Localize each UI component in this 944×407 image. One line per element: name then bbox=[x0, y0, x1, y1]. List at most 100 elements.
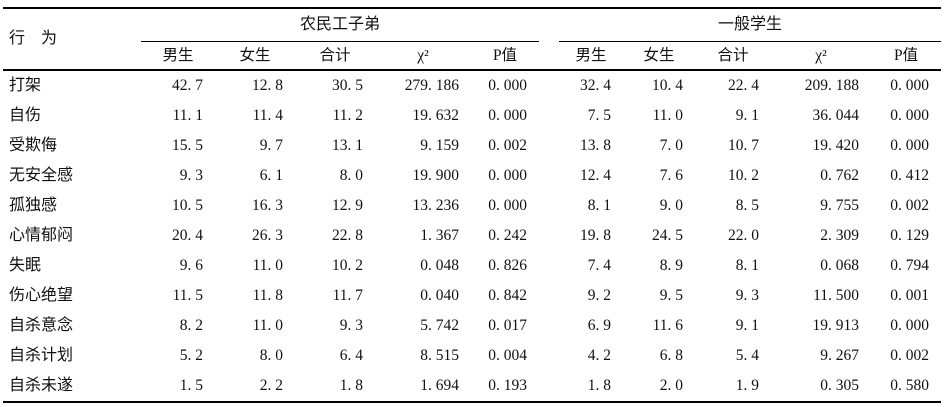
data-cell: 42. 7 bbox=[172, 77, 203, 95]
data-cell: 0. 794 bbox=[890, 257, 930, 275]
data-cell: 4. 2 bbox=[587, 347, 612, 365]
behavior-label: 孤独感 bbox=[9, 197, 58, 214]
data-cell: 0. 305 bbox=[820, 377, 860, 395]
data-cell: 1. 694 bbox=[420, 377, 459, 395]
data-cell: 11. 0 bbox=[652, 107, 684, 125]
data-cell: 20. 4 bbox=[172, 227, 203, 245]
table-row: 受欺侮 15. 5 9. 7 13. 1 9. 159 0. 002 13. 8 7. 0 10… bbox=[3, 131, 941, 161]
subheader-girls: 女生 bbox=[215, 41, 295, 71]
data-cell: 2. 0 bbox=[659, 377, 684, 395]
table-row: 孤独感 10. 5 16. 3 12. 9 13. 236 0. 000 8. 1 9. 0 8… bbox=[3, 191, 941, 221]
behavior-label: 伤心绝望 bbox=[9, 287, 74, 304]
group-spacer bbox=[539, 8, 560, 71]
data-cell: 13. 1 bbox=[332, 137, 363, 155]
data-cell: 0. 193 bbox=[488, 377, 528, 395]
subheader-chi-square: χ² bbox=[771, 41, 872, 71]
data-cell: 0. 002 bbox=[488, 137, 528, 155]
data-cell: 8. 5 bbox=[735, 197, 760, 215]
data-cell: 19. 8 bbox=[580, 227, 612, 245]
data-cell: 9. 2 bbox=[587, 287, 612, 305]
data-cell: 0. 826 bbox=[488, 257, 528, 275]
data-cell: 6. 1 bbox=[259, 167, 283, 185]
data-cell: 16. 3 bbox=[252, 197, 283, 215]
data-cell: 0. 040 bbox=[420, 287, 459, 305]
data-cell: 9. 159 bbox=[420, 137, 459, 155]
group-spacer bbox=[539, 281, 559, 311]
data-cell: 12. 4 bbox=[580, 167, 612, 185]
table-row: 自杀计划 5. 2 8. 0 6. 4 8. 515 0. 004 4. 2 6. 8 5. 4… bbox=[3, 341, 941, 371]
data-cell: 36. 044 bbox=[812, 107, 860, 125]
data-cell: 9. 267 bbox=[820, 347, 860, 365]
data-cell: 24. 5 bbox=[652, 227, 684, 245]
data-cell: 0. 000 bbox=[488, 197, 528, 215]
data-cell: 0. 412 bbox=[890, 167, 930, 185]
data-cell: 2. 2 bbox=[259, 377, 283, 395]
data-cell: 30. 5 bbox=[332, 77, 363, 95]
group-spacer bbox=[539, 70, 559, 101]
group-spacer bbox=[539, 131, 559, 161]
data-cell: 9. 5 bbox=[659, 287, 684, 305]
subheader-p-value: P值 bbox=[471, 41, 540, 71]
behavior-label: 自杀意念 bbox=[9, 317, 74, 334]
behavior-label: 失眠 bbox=[9, 257, 42, 274]
data-cell: 0. 000 bbox=[488, 107, 528, 125]
data-cell: 0. 001 bbox=[890, 287, 930, 305]
data-cell: 9. 3 bbox=[339, 317, 363, 335]
table-row: 伤心绝望 11. 5 11. 8 11. 7 0. 040 0. 842 9. 2 9. 5 9… bbox=[3, 281, 941, 311]
data-cell: 6. 9 bbox=[587, 317, 612, 335]
data-cell: 19. 900 bbox=[412, 167, 460, 185]
data-cell: 9. 6 bbox=[179, 257, 203, 275]
group-spacer bbox=[539, 341, 559, 371]
data-cell: 8. 0 bbox=[259, 347, 283, 365]
subheader-total: 合计 bbox=[295, 41, 375, 71]
group-spacer bbox=[539, 371, 559, 402]
behavior-label: 受欺侮 bbox=[9, 137, 58, 154]
data-cell: 19. 913 bbox=[812, 317, 860, 335]
data-cell: 5. 742 bbox=[420, 317, 459, 335]
data-cell: 11. 0 bbox=[252, 257, 283, 275]
data-cell: 11. 1 bbox=[172, 107, 203, 125]
data-cell: 8. 2 bbox=[179, 317, 203, 335]
data-cell: 19. 632 bbox=[412, 107, 460, 125]
group-spacer bbox=[539, 101, 559, 131]
group-spacer bbox=[539, 161, 559, 191]
data-cell: 11. 0 bbox=[252, 317, 283, 335]
data-cell: 32. 4 bbox=[580, 77, 612, 95]
data-cell: 7. 0 bbox=[659, 137, 684, 155]
data-cell: 10. 2 bbox=[728, 167, 760, 185]
data-cell: 11. 500 bbox=[813, 287, 860, 305]
data-cell: 0. 068 bbox=[820, 257, 860, 275]
data-cell: 0. 000 bbox=[488, 167, 528, 185]
behavior-label: 打架 bbox=[9, 77, 42, 94]
table-row: 自杀未遂 1. 5 2. 2 1. 8 1. 694 0. 193 1. 8 2. 0 1. 9… bbox=[3, 371, 941, 402]
behavior-label: 自伤 bbox=[9, 107, 42, 124]
group-header-migrant-children: 农民工子弟 bbox=[141, 8, 540, 42]
data-cell: 6. 8 bbox=[659, 347, 684, 365]
data-cell: 9. 1 bbox=[735, 107, 760, 125]
group-spacer bbox=[539, 191, 559, 221]
data-cell: 0. 000 bbox=[890, 107, 930, 125]
data-cell: 10. 2 bbox=[332, 257, 363, 275]
data-cell: 11. 7 bbox=[332, 287, 363, 305]
behavior-label: 心情郁闷 bbox=[9, 227, 74, 244]
group-spacer bbox=[539, 251, 559, 281]
data-cell: 0. 048 bbox=[420, 257, 459, 275]
data-cell: 22. 4 bbox=[728, 77, 760, 95]
data-cell: 22. 0 bbox=[728, 227, 760, 245]
data-cell: 2. 309 bbox=[820, 227, 860, 245]
group-spacer bbox=[539, 311, 559, 341]
data-cell: 0. 000 bbox=[890, 77, 930, 95]
data-cell: 13. 236 bbox=[412, 197, 460, 215]
data-cell: 0. 002 bbox=[890, 347, 930, 365]
data-cell: 9. 0 bbox=[659, 197, 684, 215]
data-cell: 0. 580 bbox=[890, 377, 930, 395]
data-cell: 0. 002 bbox=[890, 197, 930, 215]
data-cell: 1. 5 bbox=[179, 377, 203, 395]
group-spacer bbox=[539, 221, 559, 251]
data-cell: 0. 004 bbox=[488, 347, 528, 365]
data-cell: 10. 7 bbox=[728, 137, 760, 155]
data-cell: 8. 9 bbox=[659, 257, 684, 275]
data-cell: 9. 755 bbox=[820, 197, 860, 215]
data-cell: 1. 367 bbox=[420, 227, 459, 245]
table-row: 无安全感 9. 3 6. 1 8. 0 19. 900 0. 000 12. 4 7. 6 10… bbox=[3, 161, 941, 191]
